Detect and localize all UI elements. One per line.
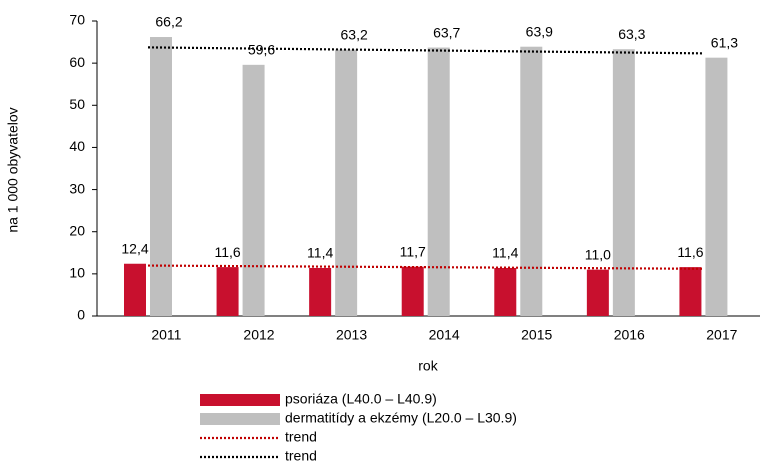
bar — [612, 49, 635, 316]
bar — [124, 263, 146, 316]
legend-swatch — [200, 394, 280, 406]
x-tick-label: 2016 — [614, 327, 645, 343]
x-tick-label: 2017 — [706, 327, 737, 343]
y-tick-label: 10 — [69, 265, 85, 281]
y-tick-label: 40 — [69, 138, 85, 154]
x-tick-label: 2015 — [521, 327, 552, 343]
bar — [401, 266, 424, 316]
data-label: 11,7 — [400, 243, 426, 259]
legend-label: trend — [285, 429, 317, 445]
legend-swatch — [200, 413, 280, 425]
y-tick-label: 60 — [69, 54, 85, 70]
trend-line — [147, 264, 704, 270]
data-label: 11,4 — [307, 245, 333, 261]
y-tick-label: 70 — [69, 12, 85, 28]
data-label: 11,0 — [585, 246, 611, 262]
bar — [309, 267, 332, 316]
data-label: 11,6 — [677, 244, 703, 260]
data-label: 63,7 — [433, 24, 460, 40]
legend-label: dermatitídy a ekzémy (L20.0 – L30.9) — [285, 410, 517, 426]
bar — [335, 49, 358, 317]
bar — [216, 267, 239, 316]
legend-label: trend — [285, 448, 317, 464]
data-label: 61,3 — [711, 34, 738, 50]
data-label: 11,6 — [214, 244, 240, 260]
bar — [494, 267, 517, 316]
y-tick-label: 20 — [69, 222, 85, 238]
bar — [586, 269, 609, 316]
bar — [679, 267, 702, 316]
data-label: 63,9 — [526, 23, 553, 39]
bar — [150, 37, 172, 317]
data-label: 63,2 — [341, 26, 368, 42]
x-tick-label: 2014 — [429, 327, 460, 343]
bar — [242, 64, 265, 316]
x-axis-title: rok — [418, 358, 438, 374]
y-axis-title: na 1 000 obyvatelov — [5, 107, 21, 232]
x-tick-label: 2012 — [243, 327, 274, 343]
y-tick-label: 30 — [69, 180, 85, 196]
y-tick-label: 50 — [69, 96, 85, 112]
data-label: 63,3 — [618, 26, 645, 42]
trend-line — [147, 46, 704, 55]
bar — [427, 47, 450, 317]
x-tick-label: 2011 — [151, 327, 181, 343]
data-label: 11,4 — [492, 245, 518, 261]
x-tick-label: 2013 — [336, 327, 367, 343]
bar — [705, 57, 728, 317]
bar — [520, 46, 543, 316]
legend-label: psoriáza (L40.0 – L40.9) — [285, 391, 437, 407]
y-tick-label: 0 — [77, 307, 85, 323]
data-label: 12,4 — [121, 240, 148, 256]
data-label: 66,2 — [155, 14, 182, 30]
